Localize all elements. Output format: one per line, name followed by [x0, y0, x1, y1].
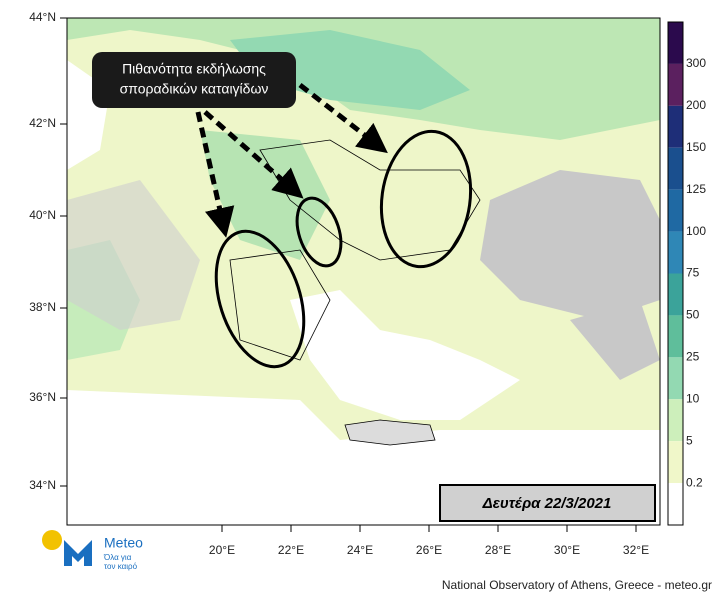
logo: Meteo Όλα για τον καιρό — [42, 530, 143, 571]
logo-tagline: Όλα για — [103, 553, 132, 562]
colorbar-label: 10 — [686, 391, 700, 405]
lat-label: 38°N — [29, 300, 56, 314]
lat-label: 36°N — [29, 390, 56, 404]
lat-label: 42°N — [29, 116, 56, 130]
colorbar-label: 150 — [686, 140, 706, 154]
colorbar-label: 300 — [686, 56, 706, 70]
colorbar-label: 5 — [686, 433, 693, 447]
colorbar-label: 125 — [686, 182, 706, 196]
colorbar-segment — [668, 105, 683, 148]
colorbar-segment — [668, 315, 683, 358]
callout-box — [92, 52, 296, 108]
logo-name: Meteo — [104, 535, 143, 551]
lon-label: 24°E — [347, 543, 373, 557]
lat-label: 40°N — [29, 208, 56, 222]
colorbar-segment — [668, 231, 683, 274]
logo-tagline: τον καιρό — [104, 562, 138, 571]
colorbar-segment — [668, 357, 683, 400]
lon-label: 30°E — [554, 543, 580, 557]
colorbar-frame — [667, 21, 684, 526]
colorbar-label: 100 — [686, 224, 706, 238]
date-box — [439, 484, 656, 522]
colorbar-label: 200 — [686, 98, 706, 112]
date: Δευτέρα 22/3/2021 — [482, 495, 612, 512]
lon-label: 26°E — [416, 543, 442, 557]
colorbar-label: 50 — [686, 308, 700, 322]
colorbar-segment — [668, 399, 683, 442]
annotations: Πιθανότητα εκδήλωσης σποραδικών καταιγίδ… — [92, 52, 656, 522]
colorbar-segment — [668, 189, 683, 232]
colorbar-segment — [668, 63, 683, 106]
lat-label: 44°N — [29, 10, 56, 24]
callout-text: σποραδικών καταιγίδων — [120, 81, 269, 97]
colorbar-segment — [668, 22, 683, 64]
colorbar-segment — [668, 441, 683, 484]
lon-label: 32°E — [623, 543, 649, 557]
lon-label: 28°E — [485, 543, 511, 557]
colorbar-segment — [668, 273, 683, 316]
footer: National Observatory of Athens, Greece -… — [442, 578, 712, 592]
colorbar-segment — [668, 147, 683, 190]
colorbar-label: 75 — [686, 266, 700, 280]
map-area — [67, 18, 660, 525]
axes: 44°N 42°N 40°N 38°N 36°N 34°N 20°E 22°E 24°E 26°E… — [29, 10, 649, 557]
colorbar-label: 25 — [686, 350, 700, 364]
colorbar: 300 200 150 125 100 75 50 25 10 5 0.2 — [667, 21, 706, 526]
map-frame — [66, 17, 661, 526]
callout-text: Πιθανότητα εκδήλωσης — [122, 61, 266, 77]
colorbar-segment — [668, 483, 683, 525]
lon-label: 22°E — [278, 543, 304, 557]
lon-label: 20°E — [209, 543, 235, 557]
lat-label: 34°N — [29, 478, 56, 492]
colorbar-label: 0.2 — [686, 475, 703, 489]
